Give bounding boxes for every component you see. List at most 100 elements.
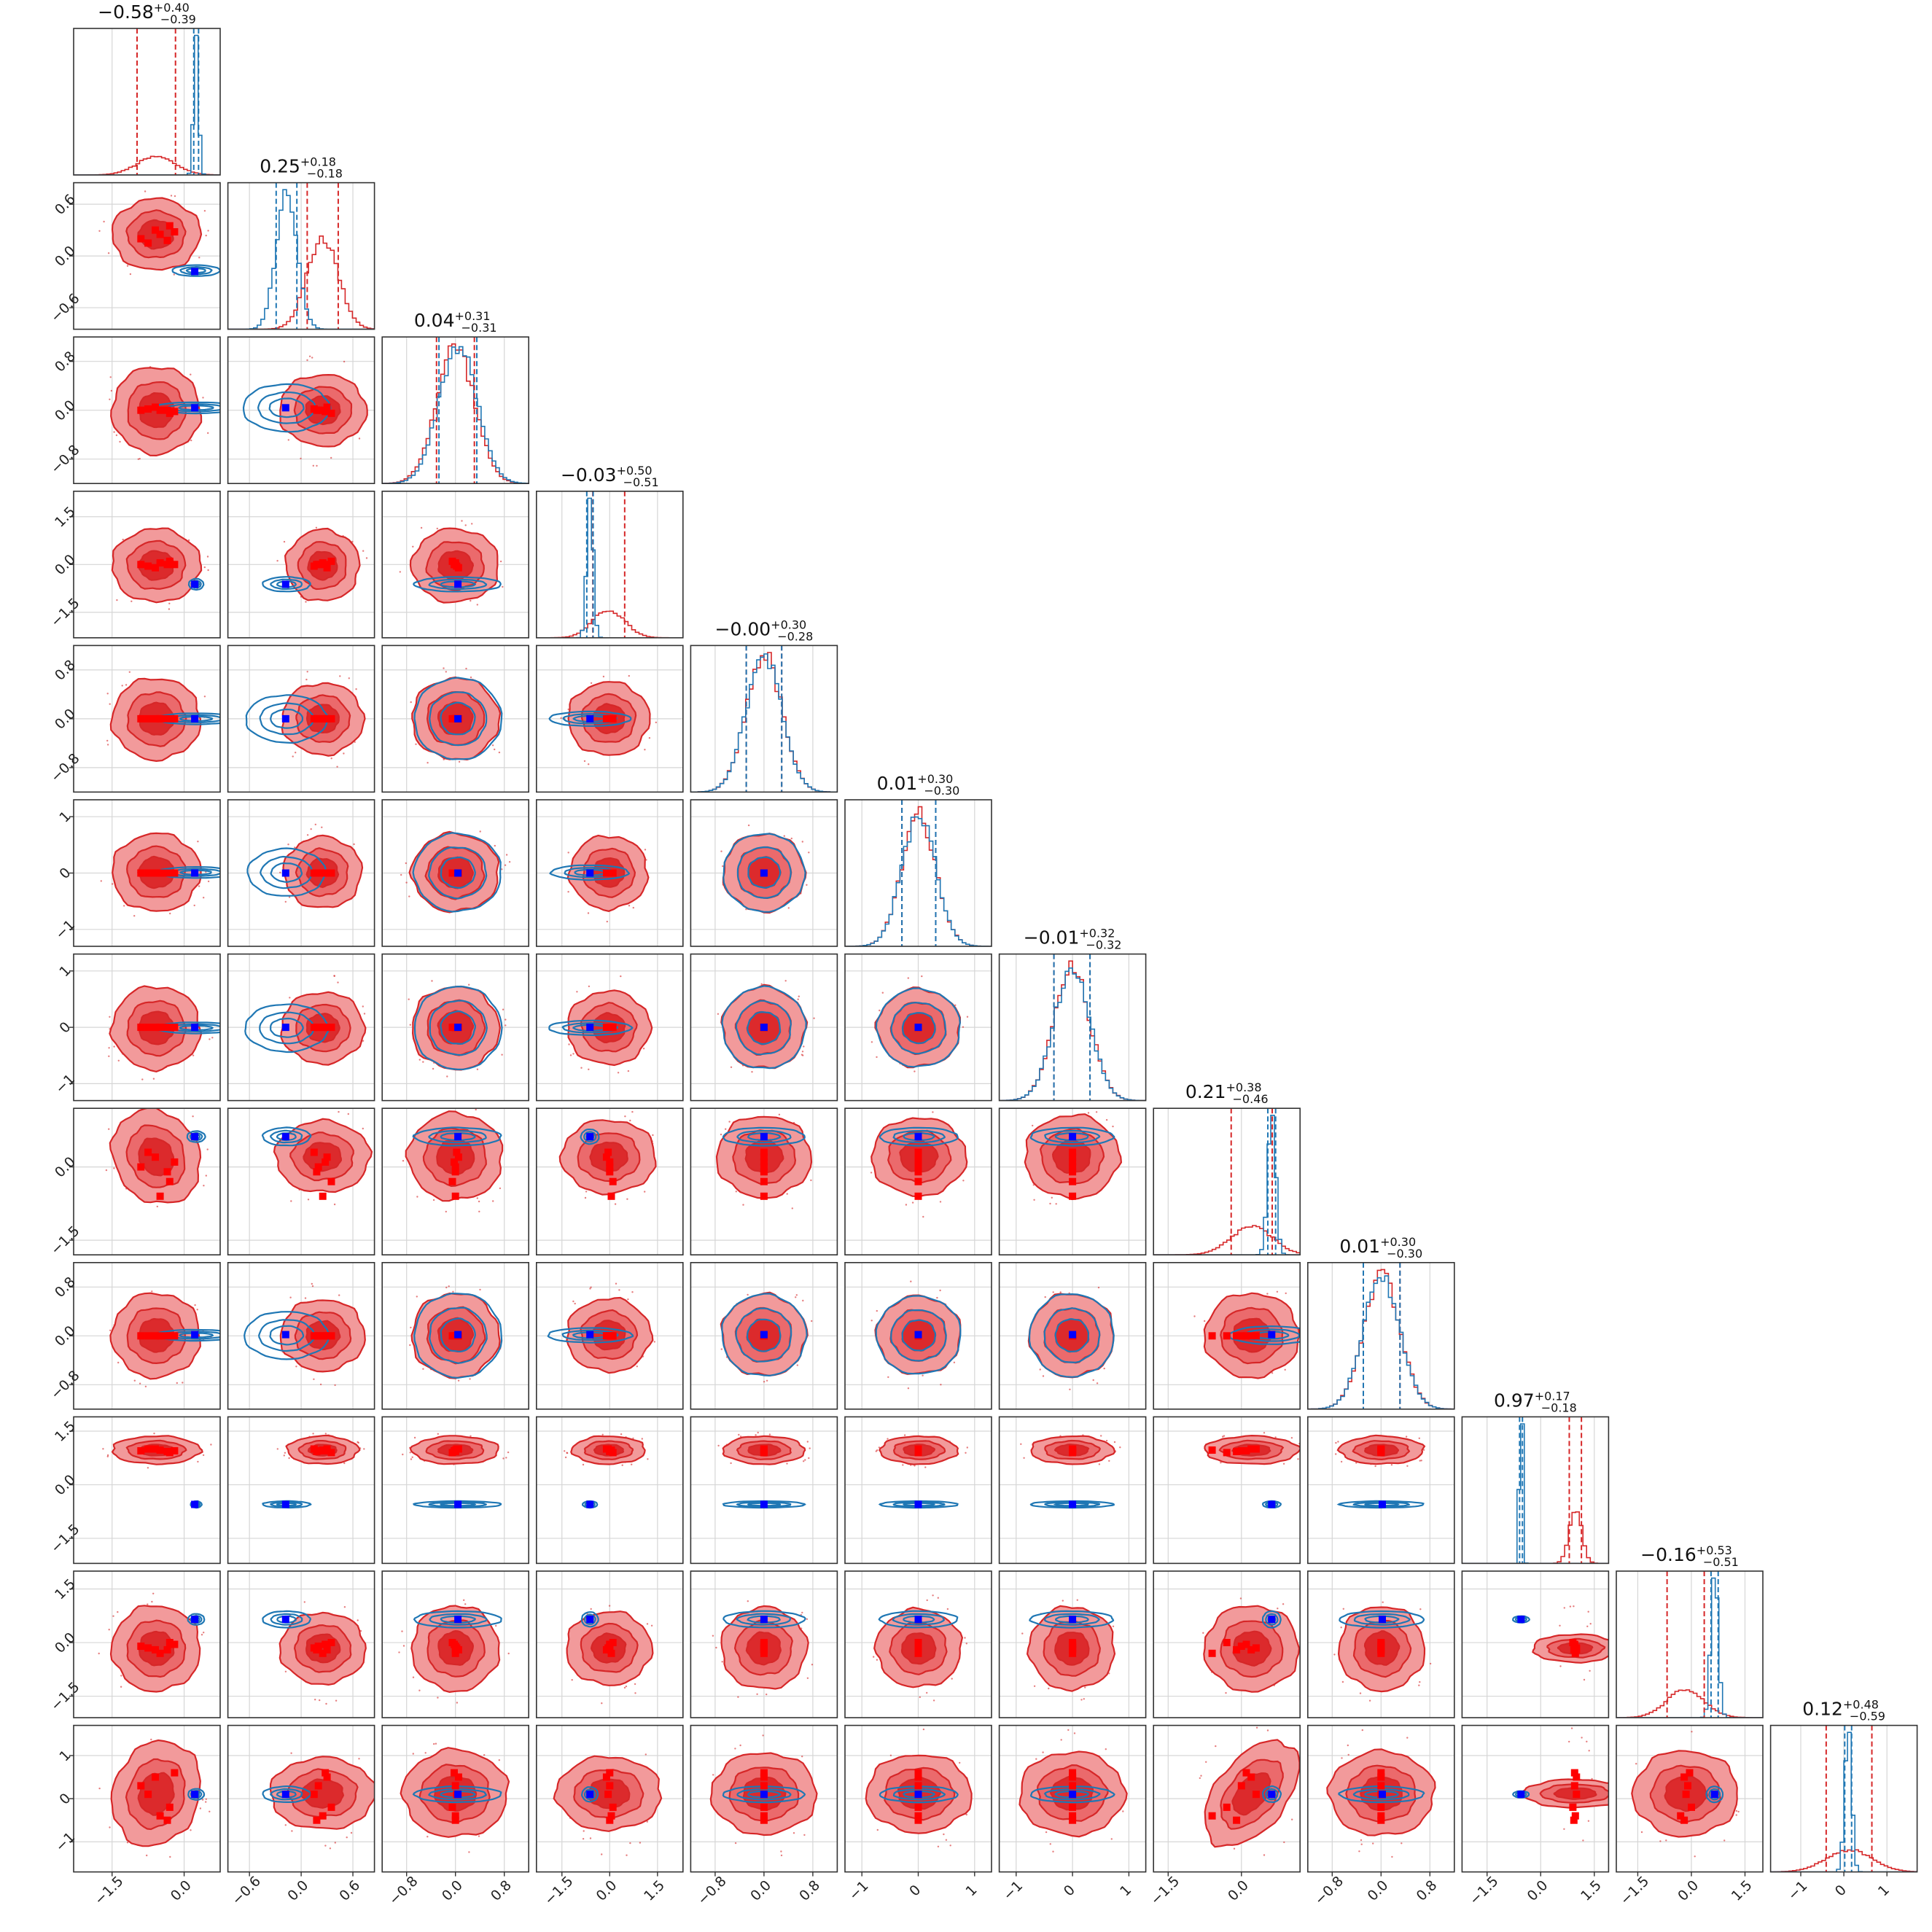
scatter-point (1255, 1726, 1258, 1729)
density-contour (878, 1610, 959, 1629)
density-contour (187, 1788, 206, 1801)
scatter-point (470, 599, 472, 602)
scatter-point (1023, 1457, 1025, 1459)
scatter-point (889, 1754, 892, 1756)
marker-red (451, 1158, 458, 1166)
scatter-point (435, 1742, 437, 1745)
density-contour (178, 405, 214, 411)
scatter-point (294, 846, 296, 849)
marker-red (606, 1024, 614, 1032)
scatter-point (314, 823, 316, 826)
density-contour (440, 1502, 477, 1507)
scatter-point (943, 1833, 945, 1836)
marker-red (163, 1645, 171, 1654)
scatter-point (501, 868, 503, 870)
scatter-point (1368, 1699, 1371, 1702)
marker-red (152, 564, 159, 572)
marker-red (1069, 1448, 1077, 1455)
scatter-point (1112, 1125, 1114, 1128)
density-contour (1044, 1129, 1101, 1144)
scatter-panel (1153, 1416, 1301, 1565)
scatter-point (1309, 1662, 1311, 1664)
scatter-point (1215, 1745, 1217, 1748)
scatter-point (422, 1061, 424, 1063)
scatter-point (339, 675, 341, 677)
scatter-point (953, 1361, 956, 1363)
panel-frame (844, 1416, 992, 1565)
x-tick-label: 0.8 (488, 1877, 515, 1904)
density-contour (262, 1500, 312, 1509)
scatter-point (811, 1320, 813, 1323)
scatter-point (582, 1463, 585, 1466)
scatter-point (207, 432, 209, 435)
scatter-point (151, 1290, 153, 1293)
scatter-panel (690, 799, 838, 947)
scatter-point (129, 273, 132, 276)
marker-red (1069, 1148, 1077, 1156)
scatter-point (641, 1438, 643, 1440)
marker-red (914, 1816, 922, 1824)
marker-red (156, 230, 164, 238)
marker-red (914, 1448, 922, 1455)
scatter-point (337, 981, 339, 983)
density-contour (246, 847, 327, 897)
scatter-point (410, 701, 412, 704)
scatter-point (734, 1748, 736, 1750)
panel-frame (1461, 1570, 1610, 1718)
scatter-point (646, 1623, 649, 1625)
y-tick-label: 0 (56, 865, 74, 882)
scatter-point (589, 1288, 591, 1290)
scatter-point (786, 1462, 788, 1465)
panel-title: 0.21+0.38 −0.46 (1185, 1080, 1269, 1106)
density-contour (244, 1003, 330, 1053)
scatter-point (304, 1297, 307, 1299)
marker-red (319, 1192, 327, 1200)
density-contour (412, 1785, 502, 1804)
scatter-point (343, 360, 346, 363)
marker-red (144, 562, 152, 570)
marker-blue (281, 1500, 289, 1508)
marker-red (1677, 1812, 1685, 1820)
scatter-point (1284, 1368, 1286, 1371)
scatter-point (728, 1121, 731, 1123)
density-contour (1265, 1788, 1279, 1801)
scatter-point (742, 1204, 744, 1206)
scatter-point (139, 1382, 141, 1384)
scatter-point (644, 1191, 646, 1193)
scatter-point (571, 1679, 573, 1681)
panel-frame (1153, 1724, 1301, 1873)
density-contour (747, 1010, 782, 1045)
title-value: −0.01 (1024, 927, 1080, 949)
marker-red (760, 1148, 768, 1156)
scatter-point (117, 1361, 120, 1364)
scatter-point (588, 1068, 590, 1070)
marker-red (1247, 1645, 1255, 1654)
scatter-point (735, 1191, 737, 1193)
density-contour (270, 578, 303, 590)
density-contour (270, 1501, 303, 1508)
histogram-blue (690, 653, 838, 792)
scatter-point (636, 1366, 638, 1368)
marker-red (144, 1445, 152, 1453)
title-value: −0.58 (98, 1, 154, 23)
marker-red (606, 1163, 614, 1171)
scatter-point (362, 550, 365, 552)
scatter-point (338, 1294, 340, 1296)
density-contour (258, 1319, 316, 1352)
scatter-point (655, 721, 657, 724)
scatter-point (464, 1603, 467, 1605)
scatter-point (338, 1110, 340, 1113)
scatter-point (1347, 1744, 1349, 1747)
scatter-point (174, 195, 176, 198)
panel-frame (1616, 1724, 1764, 1873)
marker-blue (191, 1331, 199, 1339)
marker-red (1570, 1782, 1578, 1790)
scatter-panel (690, 1416, 838, 1565)
scatter-point (98, 1652, 100, 1655)
marker-blue (1268, 1500, 1276, 1508)
scatter-point (588, 763, 590, 766)
scatter-point (1282, 1603, 1285, 1605)
scatter-point (937, 1597, 939, 1599)
scatter-point (1067, 1729, 1070, 1732)
scatter-point (306, 834, 309, 836)
